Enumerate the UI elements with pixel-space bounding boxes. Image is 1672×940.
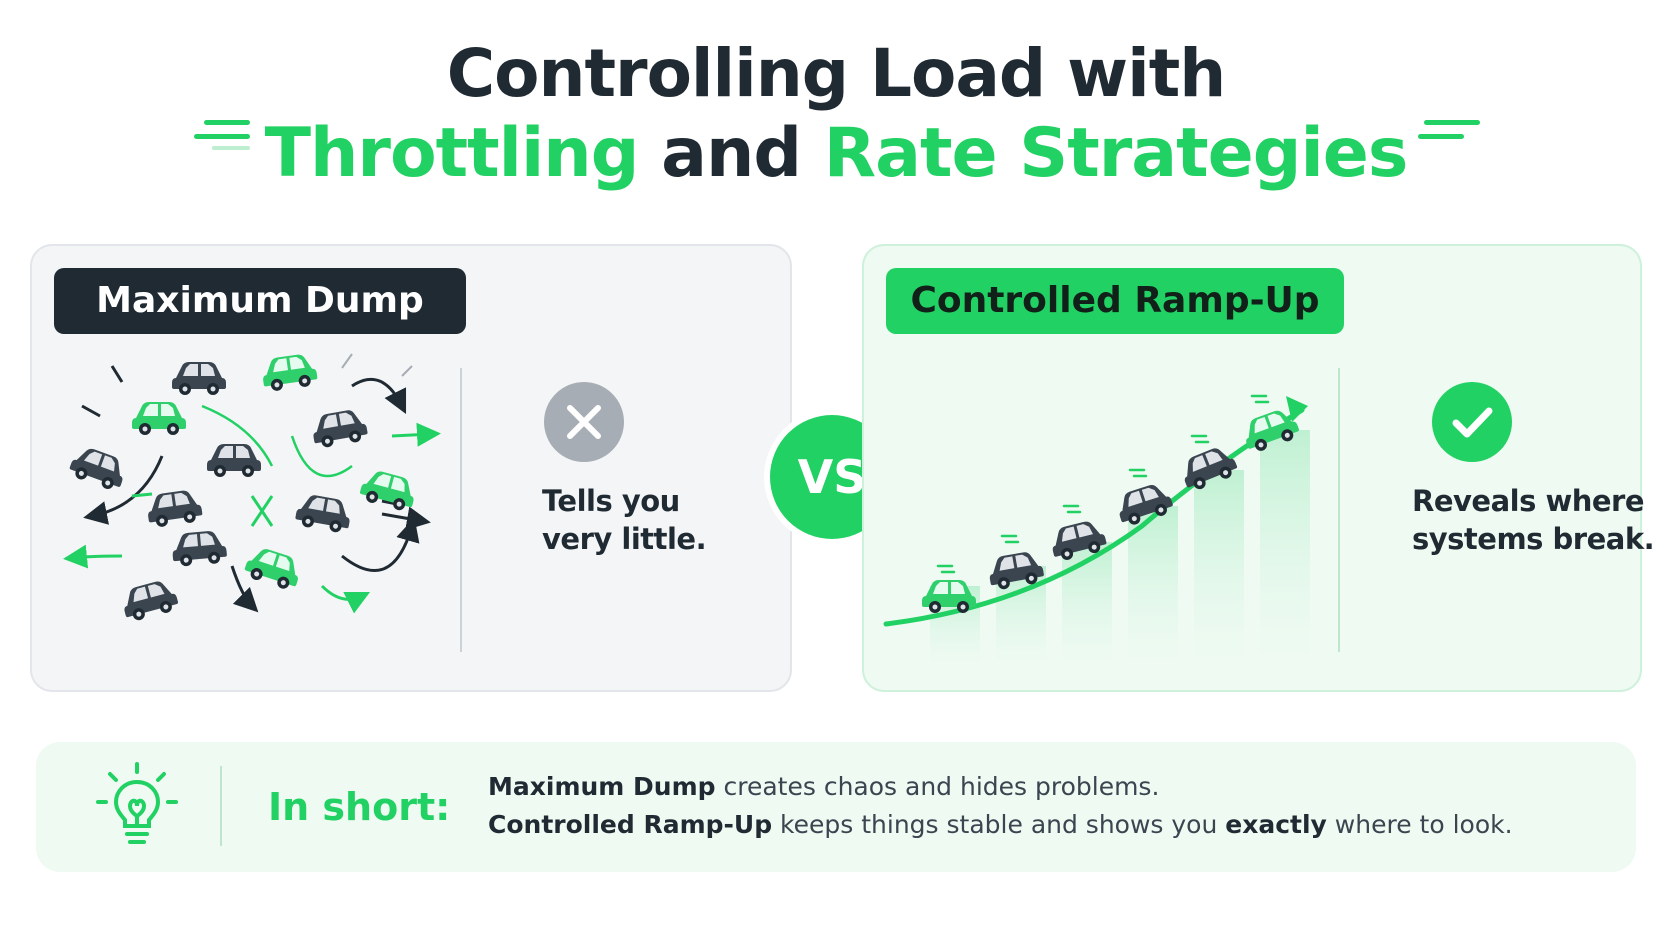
title-rate-strategies: Rate Strategies: [823, 114, 1409, 193]
left-caption-line-1: Tells you: [542, 484, 680, 518]
left-caption-line-2: very little.: [542, 522, 707, 556]
summary-text: Maximum Dump creates chaos and hides pro…: [488, 768, 1513, 844]
left-caption: Tells you very little.: [542, 482, 707, 558]
chaotic-traffic-illustration: [63, 352, 441, 624]
title-line-1: Controlling Load with: [446, 35, 1227, 112]
right-panel-divider: [1338, 368, 1340, 652]
check-icon: [1432, 382, 1512, 462]
right-caption: Reveals where systems break.: [1412, 482, 1655, 558]
title-dash-left-icon: [194, 120, 250, 150]
summary-box: In short: Maximum Dump creates chaos and…: [36, 742, 1636, 872]
controlled-ramp-up-label: Controlled Ramp-Up: [886, 268, 1344, 334]
close-icon: [544, 382, 624, 462]
summary-heading: In short:: [268, 785, 451, 829]
summary-line-2-end: where to look.: [1326, 810, 1513, 839]
summary-line-2-bold: Controlled Ramp-Up: [488, 810, 773, 839]
right-caption-line-2: systems break.: [1412, 522, 1655, 556]
summary-line-1: Maximum Dump creates chaos and hides pro…: [488, 768, 1513, 806]
summary-line-2-emphasis: exactly: [1225, 810, 1327, 839]
summary-divider: [220, 766, 222, 846]
controlled-ramp-up-panel: Controlled Ramp-Up: [862, 244, 1655, 692]
summary-line-2-mid: keeps things stable and shows you: [772, 810, 1226, 839]
page-title: Controlling Load with Throttling and Rat…: [0, 34, 1672, 196]
summary-line-1-bold: Maximum Dump: [488, 772, 716, 801]
title-dash-right-icon: [1418, 120, 1480, 139]
title-and: and: [638, 114, 824, 193]
maximum-dump-panel: Maximum Dump: [30, 244, 792, 692]
right-caption-line-1: Reveals where: [1412, 484, 1645, 518]
summary-line-2: Controlled Ramp-Up keeps things stable a…: [488, 806, 1513, 844]
title-line-2: Throttling and Rate Strategies: [0, 112, 1672, 196]
lightbulb-icon: [96, 762, 178, 844]
title-throttling: Throttling: [264, 114, 640, 193]
maximum-dump-label: Maximum Dump: [54, 268, 466, 334]
summary-line-1-rest: creates chaos and hides problems.: [715, 772, 1160, 801]
ramp-up-illustration: [883, 394, 1310, 666]
left-panel-divider: [460, 368, 462, 652]
